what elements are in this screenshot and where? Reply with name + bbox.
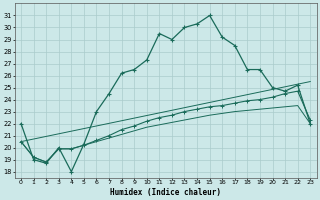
- X-axis label: Humidex (Indice chaleur): Humidex (Indice chaleur): [110, 188, 221, 197]
